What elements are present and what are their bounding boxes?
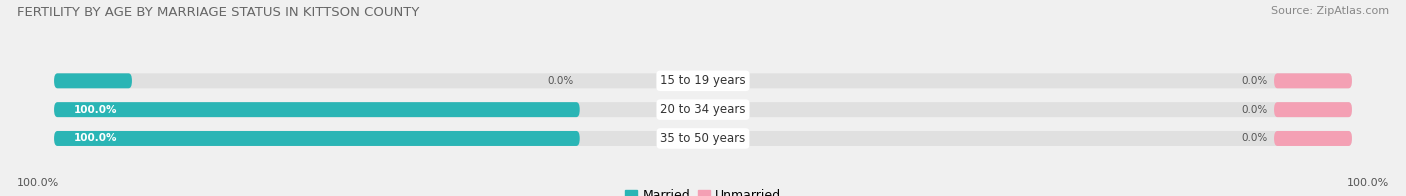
Text: Source: ZipAtlas.com: Source: ZipAtlas.com: [1271, 6, 1389, 16]
FancyBboxPatch shape: [53, 131, 579, 146]
Text: 0.0%: 0.0%: [1241, 105, 1268, 115]
FancyBboxPatch shape: [1274, 102, 1353, 117]
FancyBboxPatch shape: [53, 73, 132, 88]
Text: 0.0%: 0.0%: [547, 76, 574, 86]
Text: 100.0%: 100.0%: [73, 133, 117, 143]
Text: 100.0%: 100.0%: [17, 178, 59, 188]
FancyBboxPatch shape: [53, 102, 579, 117]
Text: 20 to 34 years: 20 to 34 years: [661, 103, 745, 116]
FancyBboxPatch shape: [1274, 131, 1353, 146]
FancyBboxPatch shape: [1274, 73, 1353, 88]
Text: 15 to 19 years: 15 to 19 years: [661, 74, 745, 87]
Text: 100.0%: 100.0%: [1347, 178, 1389, 188]
Text: FERTILITY BY AGE BY MARRIAGE STATUS IN KITTSON COUNTY: FERTILITY BY AGE BY MARRIAGE STATUS IN K…: [17, 6, 419, 19]
Text: 35 to 50 years: 35 to 50 years: [661, 132, 745, 145]
Legend: Married, Unmarried: Married, Unmarried: [620, 184, 786, 196]
Text: 100.0%: 100.0%: [73, 105, 117, 115]
Text: 0.0%: 0.0%: [1241, 133, 1268, 143]
FancyBboxPatch shape: [53, 102, 1353, 117]
FancyBboxPatch shape: [53, 131, 1353, 146]
FancyBboxPatch shape: [53, 73, 1353, 88]
Text: 0.0%: 0.0%: [1241, 76, 1268, 86]
